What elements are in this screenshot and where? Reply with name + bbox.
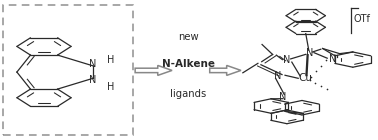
Text: N: N bbox=[89, 75, 97, 85]
Text: N: N bbox=[306, 48, 313, 58]
Text: N-Alkene: N-Alkene bbox=[162, 60, 215, 69]
Text: H: H bbox=[107, 55, 115, 65]
Text: N: N bbox=[279, 92, 286, 102]
Polygon shape bbox=[135, 65, 172, 75]
Text: N: N bbox=[329, 54, 336, 64]
Text: new: new bbox=[178, 32, 198, 42]
Text: OTf: OTf bbox=[354, 14, 371, 24]
Text: ligands: ligands bbox=[170, 89, 206, 99]
Polygon shape bbox=[210, 65, 241, 75]
Text: H: H bbox=[107, 82, 115, 92]
Text: N: N bbox=[283, 55, 291, 65]
Text: Cu: Cu bbox=[299, 73, 313, 83]
Text: N: N bbox=[274, 71, 281, 81]
Text: N: N bbox=[89, 59, 97, 69]
